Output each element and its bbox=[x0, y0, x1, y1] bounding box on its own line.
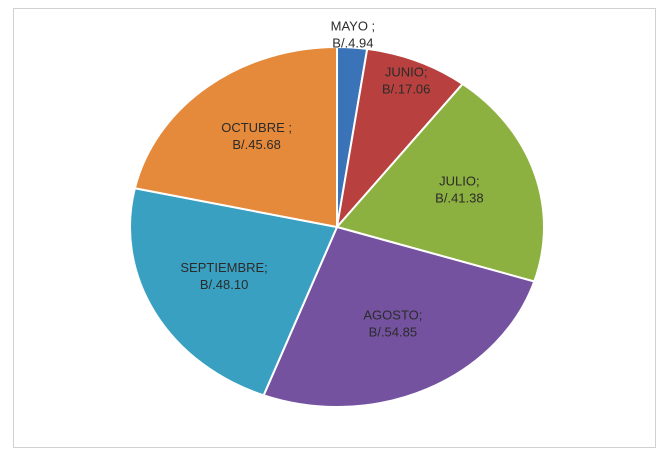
slice-label-julio: JULIO; B/.41.38 bbox=[435, 173, 483, 205]
chart-area: MAYO ; B/.4.94 JUNIO; B/.17.06 JULIO; B/.41.3… bbox=[13, 8, 656, 448]
pie-slice-agosto bbox=[262, 225, 536, 408]
slice-label-category: OCTUBRE ; bbox=[221, 120, 292, 135]
slice-label-category: MAYO ; bbox=[331, 19, 376, 34]
pie-chart: MAYO ; B/.4.94 JUNIO; B/.17.06 JULIO; B/.41.3… bbox=[129, 19, 545, 408]
slice-label-value: B/.4.94 bbox=[332, 36, 373, 51]
slice-label-category: SEPTIEMBRE; bbox=[180, 260, 267, 275]
slice-label-septiembre: SEPTIEMBRE; B/.48.10 bbox=[180, 260, 267, 292]
slice-label-category: JULIO; bbox=[439, 173, 479, 188]
pie-slice-septiembre bbox=[129, 187, 339, 397]
slice-label-octubre: OCTUBRE ; B/.45.68 bbox=[221, 120, 292, 152]
slice-label-value: B/.48.10 bbox=[200, 277, 248, 292]
slice-label-junio: JUNIO; B/.17.06 bbox=[382, 64, 430, 96]
pie-slice-junio bbox=[335, 47, 465, 231]
slice-label-mayo: MAYO ; B/.4.94 bbox=[331, 19, 376, 51]
pie-slice-octubre bbox=[133, 45, 338, 229]
slice-label-category: AGOSTO; bbox=[363, 307, 422, 322]
slice-label-category: JUNIO; bbox=[385, 64, 428, 79]
slice-label-value: B/.45.68 bbox=[232, 137, 280, 152]
pie-slice-julio bbox=[335, 82, 545, 283]
slice-label-agosto: AGOSTO; B/.54.85 bbox=[363, 307, 422, 339]
slice-label-value: B/.54.85 bbox=[369, 324, 417, 339]
slice-label-value: B/.17.06 bbox=[382, 81, 430, 96]
slice-label-value: B/.41.38 bbox=[435, 190, 483, 205]
